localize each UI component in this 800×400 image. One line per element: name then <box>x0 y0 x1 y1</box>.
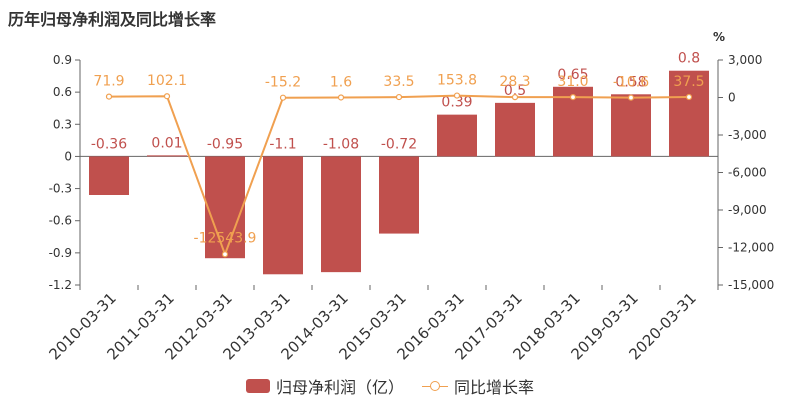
legend-item-growth[interactable]: 同比增长率 <box>422 374 534 398</box>
growth-value-label: -10.6 <box>613 75 649 91</box>
left-tick-label: 0 <box>64 149 72 163</box>
left-tick-label: 0.9 <box>53 53 72 67</box>
bar-value-label: 0.58 <box>615 74 646 90</box>
bar-value-label: -1.1 <box>269 136 296 152</box>
bar-value-label: 0.01 <box>151 135 182 151</box>
growth-point <box>511 94 519 101</box>
growth-value-label: 1.6 <box>330 74 352 90</box>
left-tick-label: -1.2 <box>49 278 72 292</box>
legend-item-profit[interactable]: 归母净利润（亿） <box>246 374 404 398</box>
bar <box>89 156 129 195</box>
bar <box>669 70 709 157</box>
right-tick-label: -6,000 <box>728 166 767 180</box>
bar <box>379 156 419 234</box>
growth-point <box>627 94 635 101</box>
chart-title: 历年归母净利润及同比增长率 <box>8 10 217 29</box>
left-tick-label: -0.6 <box>49 214 72 228</box>
right-tick-label: -12,000 <box>728 241 774 255</box>
bar-value-label: 0.5 <box>504 83 526 99</box>
legend-line-swatch <box>422 379 449 393</box>
bar <box>263 156 303 275</box>
bar <box>437 114 477 157</box>
left-tick-label: 0.6 <box>53 85 72 99</box>
bar <box>147 155 187 157</box>
bar <box>205 156 245 259</box>
growth-value-label: 71.9 <box>93 74 124 90</box>
bar-value-label: 0.39 <box>441 95 472 111</box>
growth-point <box>279 94 287 101</box>
right-axis-unit: % <box>713 30 726 44</box>
growth-value-label: 153.8 <box>437 73 477 89</box>
growth-value-label: 28.3 <box>499 74 530 90</box>
bar <box>611 94 651 157</box>
bar-value-label: -1.08 <box>323 136 359 152</box>
growth-point <box>395 93 403 101</box>
right-tick-label: -3,000 <box>728 128 767 142</box>
bar-value-label: 0.65 <box>557 67 588 83</box>
right-tick-label: 3,000 <box>728 53 762 67</box>
legend-label-growth: 同比增长率 <box>454 378 535 397</box>
growth-value-label: -15.2 <box>265 75 301 91</box>
bar <box>495 102 535 157</box>
bar-value-label: -0.72 <box>381 136 417 152</box>
growth-point <box>221 251 229 258</box>
bar-value-label: -0.95 <box>207 136 243 152</box>
bar-value-label: 0.8 <box>678 51 700 67</box>
growth-value-label: 102.1 <box>147 73 187 89</box>
right-tick-label: -15,000 <box>728 278 774 292</box>
growth-value-label: -12543.9 <box>194 230 257 246</box>
bar <box>321 156 361 273</box>
legend-label-profit: 归母净利润（亿） <box>276 378 405 397</box>
left-tick-label: -0.9 <box>49 246 72 260</box>
growth-value-label: 33.5 <box>383 74 414 90</box>
bar-value-label: -0.36 <box>91 136 127 152</box>
left-tick-label: -0.3 <box>49 182 72 196</box>
legend-bar-swatch <box>246 379 270 393</box>
right-tick-label: 0 <box>728 91 736 105</box>
growth-value-label: 37.5 <box>673 74 704 90</box>
growth-point <box>105 93 113 100</box>
growth-point <box>337 94 345 101</box>
legend: 归母净利润（亿） 同比增长率 <box>246 374 552 398</box>
growth-point <box>163 93 171 100</box>
left-tick-label: 0.3 <box>53 117 72 131</box>
growth-point <box>453 92 461 99</box>
growth-value-label: 31.0 <box>557 74 588 90</box>
right-tick-label: -9,000 <box>728 203 767 217</box>
growth-point <box>685 93 693 101</box>
growth-point <box>569 94 577 101</box>
